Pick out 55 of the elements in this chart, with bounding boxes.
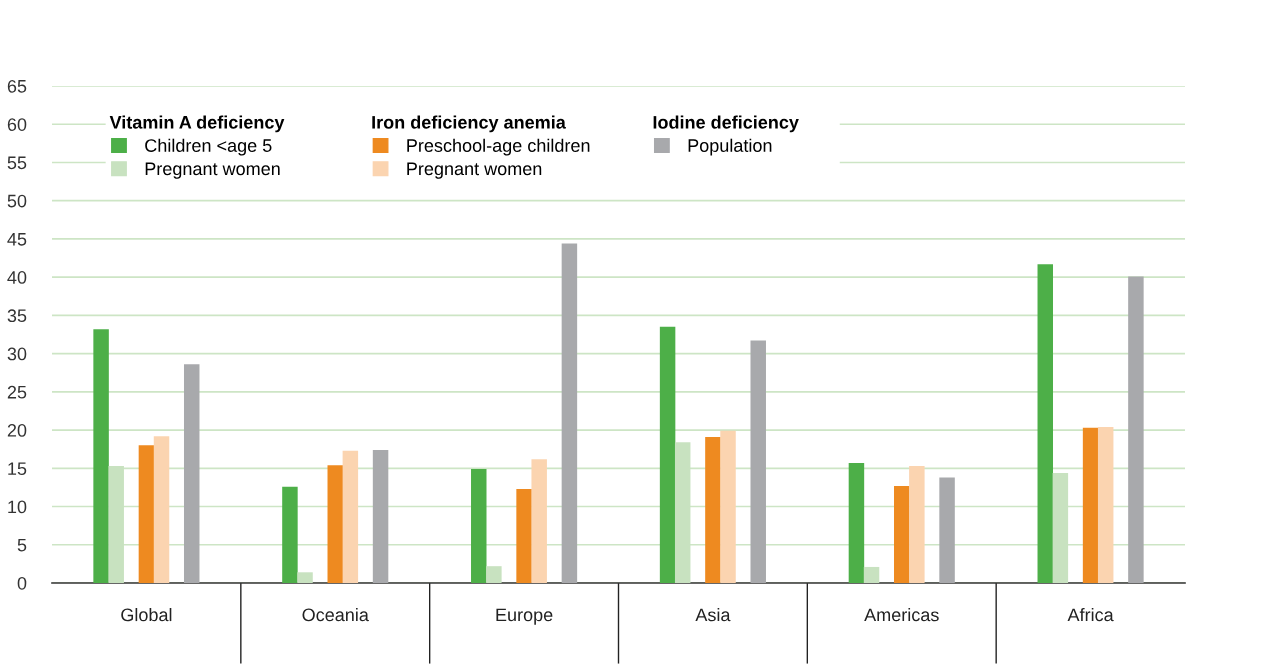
bar <box>659 326 676 583</box>
y-tick-label: 5 <box>17 538 27 552</box>
bar <box>720 430 736 583</box>
bar <box>516 488 532 583</box>
y-tick-label: 45 <box>7 233 27 246</box>
bar <box>372 449 389 583</box>
y-tick-label: 30 <box>7 347 27 361</box>
y-tick-label: 10 <box>8 500 27 514</box>
x-tick-label: Global <box>121 608 172 622</box>
bar <box>909 466 925 583</box>
bar <box>1037 264 1054 583</box>
bar <box>342 450 359 583</box>
legend-label: Pregnant women <box>145 162 280 179</box>
bar <box>327 465 343 583</box>
bar <box>705 436 721 583</box>
annotation: Iron deficiency anemia <box>372 115 566 133</box>
bar <box>282 486 298 583</box>
bar <box>471 469 487 583</box>
bar <box>848 462 865 583</box>
annotation: Vitamin A deficiency <box>109 115 285 133</box>
bar <box>1097 427 1114 583</box>
y-tick-label: 0 <box>17 576 27 590</box>
bar <box>93 329 109 583</box>
bar <box>183 364 200 583</box>
bar <box>750 340 766 583</box>
y-tick-label: 20 <box>7 424 27 437</box>
y-tick-label: 15 <box>8 462 27 476</box>
x-tick-label: Americas <box>864 608 939 622</box>
legend-label: Pregnant women <box>407 162 542 179</box>
bar <box>1128 276 1144 583</box>
y-tick-label: 60 <box>7 118 27 131</box>
y-tick-label: 35 <box>7 309 27 323</box>
x-tick-label: Africa <box>1067 608 1114 622</box>
legend-label: Children <age 5 <box>145 138 272 156</box>
y-tick-label: 25 <box>7 385 27 399</box>
annotation: Iodine deficiency <box>653 115 799 133</box>
bar <box>297 572 313 583</box>
bar <box>863 566 880 583</box>
bar <box>531 459 547 583</box>
y-tick-label: 55 <box>7 156 27 170</box>
x-tick-label: Asia <box>695 608 731 622</box>
bar <box>486 566 502 583</box>
bar <box>561 243 578 583</box>
bar <box>894 485 910 583</box>
bar <box>153 436 170 583</box>
x-tick-label: Europe <box>496 608 553 625</box>
legend-label: Population <box>688 138 772 156</box>
bar <box>138 445 155 583</box>
bar <box>1082 427 1099 583</box>
x-tick-label: Oceania <box>302 608 369 622</box>
y-tick-label: 65 <box>7 79 27 93</box>
y-tick-label: 40 <box>7 271 27 284</box>
y-tick-label: 50 <box>7 194 27 208</box>
bar <box>939 477 955 583</box>
legend-label: Preschool-age children <box>407 138 590 156</box>
